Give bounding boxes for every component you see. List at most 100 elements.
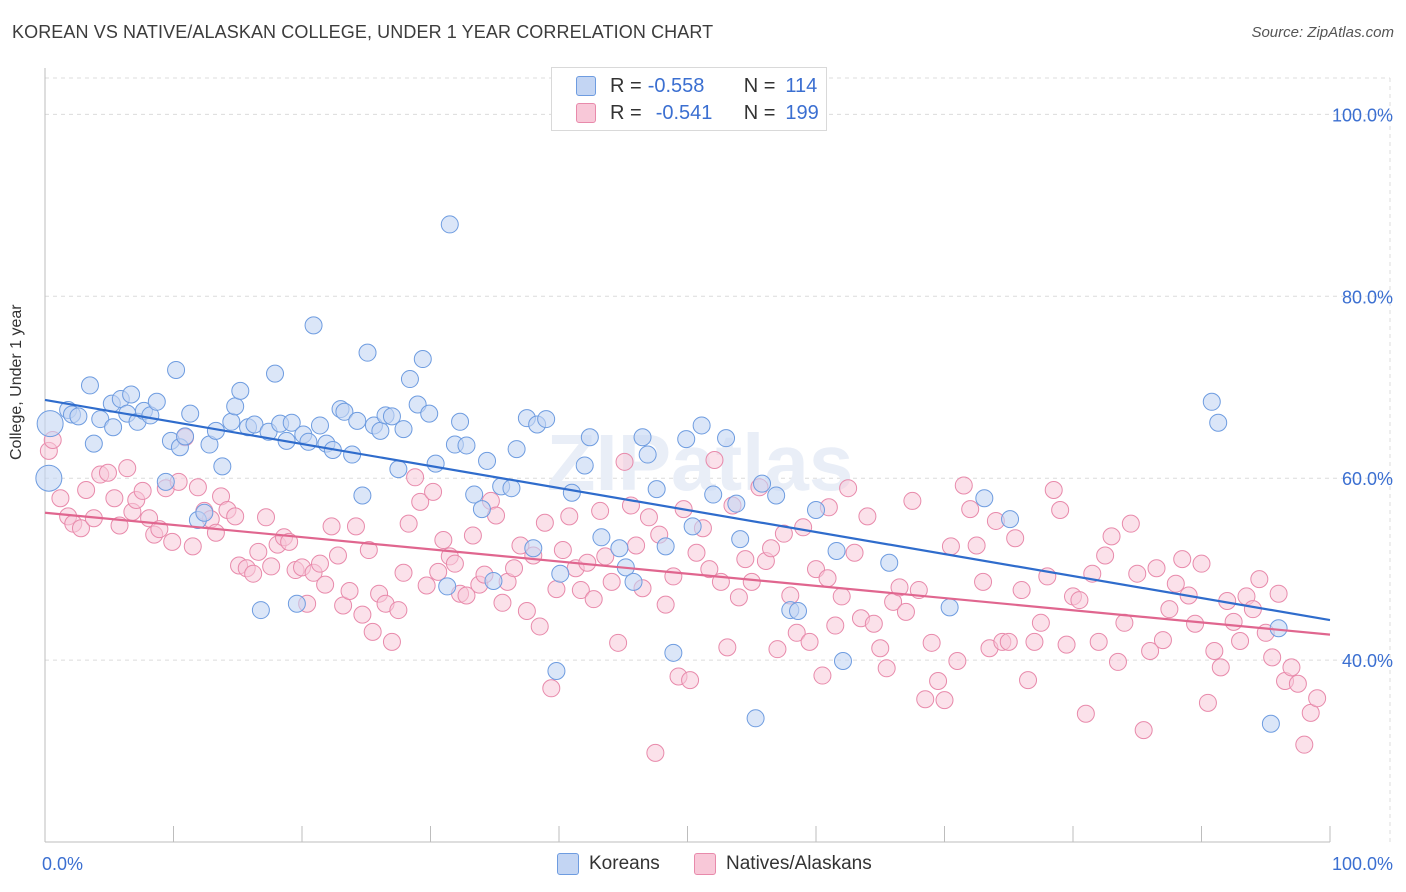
natives-point	[517, 601, 536, 620]
natives-swatch	[576, 103, 596, 123]
koreans-point	[69, 407, 88, 426]
koreans-point	[147, 392, 166, 411]
natives-point	[363, 622, 382, 641]
bottom-legend-natives: Natives/Alaskans	[694, 852, 872, 876]
koreans-point	[746, 709, 765, 728]
natives-point	[424, 482, 443, 501]
koreans-point	[213, 457, 232, 476]
koreans-point	[457, 436, 476, 455]
natives-point	[257, 508, 276, 527]
natives-point	[845, 543, 864, 562]
koreans-point	[1001, 510, 1020, 529]
koreans-point	[299, 432, 318, 451]
koreans-point	[80, 376, 99, 395]
koreans-point	[638, 445, 657, 464]
natives-point	[434, 531, 453, 550]
koreans-point	[282, 413, 301, 432]
tick-labels: 40.0% 60.0% 80.0% 100.0% 0.0% 100.0%	[42, 105, 1393, 874]
koreans-point	[547, 662, 566, 681]
natives-point	[1186, 614, 1205, 633]
natives-point	[609, 633, 628, 652]
natives-point	[864, 614, 883, 633]
natives-point	[353, 605, 372, 624]
natives-point	[787, 623, 806, 642]
koreans-point	[717, 429, 736, 448]
natives-point	[687, 543, 706, 562]
natives-point	[98, 463, 117, 482]
natives-point	[736, 550, 755, 569]
natives-point	[389, 601, 408, 620]
koreans-point	[753, 474, 772, 493]
natives-point	[316, 575, 335, 594]
koreans-point	[394, 420, 413, 439]
natives-point	[1115, 613, 1134, 632]
natives-point	[627, 536, 646, 555]
koreans-point	[91, 410, 110, 429]
koreans-point	[358, 343, 377, 362]
natives-point	[1070, 591, 1089, 610]
natives-point	[51, 489, 70, 508]
natives-point	[1012, 581, 1031, 600]
natives-point	[762, 539, 781, 558]
natives-point	[394, 563, 413, 582]
natives-point	[602, 572, 621, 591]
koreans-point	[789, 601, 808, 620]
koreans-point	[426, 454, 445, 473]
koreans-point	[251, 601, 270, 620]
koreans-point	[677, 430, 696, 449]
natives-point	[328, 546, 347, 565]
koreans-point	[664, 643, 683, 662]
natives-point	[896, 602, 915, 621]
trend-lines	[44, 398, 1331, 636]
koreans-point	[382, 407, 401, 426]
natives-point	[954, 476, 973, 495]
koreans-point	[656, 537, 675, 556]
koreans-point	[104, 418, 123, 437]
koreans-point	[551, 564, 570, 583]
legend-row-koreans: R = -0.558 N = 114	[576, 74, 817, 98]
koreans-point	[478, 451, 497, 470]
natives-point	[118, 459, 137, 478]
natives-point	[1211, 658, 1230, 677]
natives-point	[406, 468, 425, 487]
koreans-point	[537, 410, 556, 429]
natives-point	[929, 672, 948, 691]
koreans-point	[975, 489, 994, 508]
koreans-point	[438, 577, 457, 596]
natives-point	[935, 691, 954, 710]
natives-point	[729, 588, 748, 607]
natives-point	[244, 564, 263, 583]
natives-trend-line	[44, 511, 1331, 636]
natives-point	[346, 517, 365, 536]
koreans-point	[704, 485, 723, 504]
koreans-point	[195, 503, 214, 522]
koreans-point	[940, 598, 959, 617]
natives-point	[262, 557, 281, 576]
natives-point	[890, 578, 909, 597]
natives-point	[639, 508, 658, 527]
natives-point	[1173, 550, 1192, 569]
series-natives-points	[39, 428, 1327, 762]
koreans-trend-line	[44, 398, 1331, 622]
koreans-point	[833, 652, 852, 671]
natives-point	[1108, 652, 1127, 671]
koreans-point	[880, 553, 899, 572]
koreans-point	[484, 571, 503, 590]
natives-point	[1031, 613, 1050, 632]
koreans-point	[451, 412, 470, 431]
koreans-point	[562, 483, 581, 502]
y-tick-label: 80.0%	[1342, 287, 1393, 307]
natives-point	[183, 537, 202, 556]
natives-point	[813, 666, 832, 685]
koreans-point	[226, 397, 245, 416]
koreans-point	[624, 572, 643, 591]
natives-point	[1192, 554, 1211, 573]
bottom-legend-koreans: Koreans	[557, 852, 660, 876]
koreans-point	[266, 364, 285, 383]
natives-point	[359, 541, 378, 560]
natives-point	[999, 632, 1018, 651]
natives-point	[188, 478, 207, 497]
natives-point	[417, 576, 436, 595]
koreans-point	[176, 427, 195, 446]
koreans-point	[400, 370, 419, 389]
